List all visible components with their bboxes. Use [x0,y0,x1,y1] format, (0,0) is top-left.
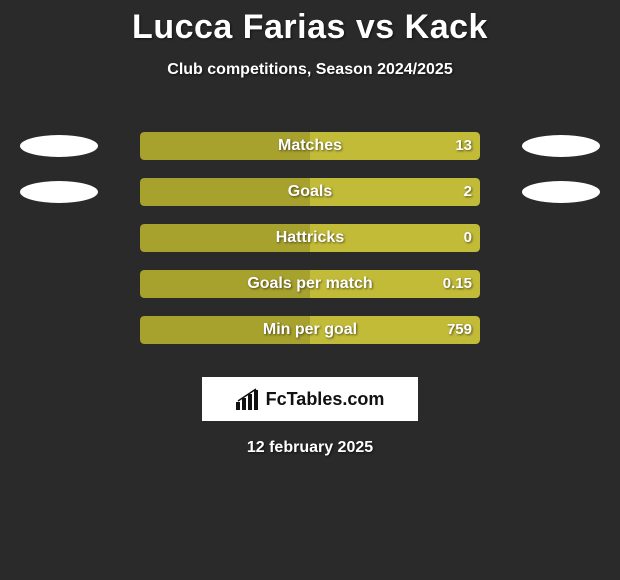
stat-value-right: 0.15 [443,270,472,298]
stat-bar [140,178,480,206]
site-logo-text: FcTables.com [266,389,385,410]
player-marker-right [522,135,600,157]
stat-row: Goals per match0.15 [0,261,620,307]
site-logo: FcTables.com [202,377,418,421]
stat-row: Min per goal759 [0,307,620,353]
stat-bar [140,270,480,298]
stat-value-right: 759 [447,316,472,344]
bar-chart-icon [236,388,260,410]
stat-bar-left [140,270,310,298]
stats-list: Matches13Goals2Hattricks0Goals per match… [0,123,620,353]
stat-row: Hattricks0 [0,215,620,261]
stat-bar-left [140,132,310,160]
player-marker-left [20,181,98,203]
footer-date: 12 february 2025 [0,439,620,457]
stat-bar-left [140,316,310,344]
stat-value-right: 13 [455,132,472,160]
stat-bar [140,224,480,252]
stat-bar-right [310,224,480,252]
subtitle: Club competitions, Season 2024/2025 [0,61,620,79]
player-marker-left [20,135,98,157]
page-title: Lucca Farias vs Kack [0,0,620,47]
stat-bar-left [140,178,310,206]
stat-row: Matches13 [0,123,620,169]
stat-value-right: 2 [464,178,472,206]
stat-value-right: 0 [464,224,472,252]
stat-bar [140,316,480,344]
stat-bar-right [310,178,480,206]
stat-bar [140,132,480,160]
stat-bar-left [140,224,310,252]
stat-row: Goals2 [0,169,620,215]
player-marker-right [522,181,600,203]
